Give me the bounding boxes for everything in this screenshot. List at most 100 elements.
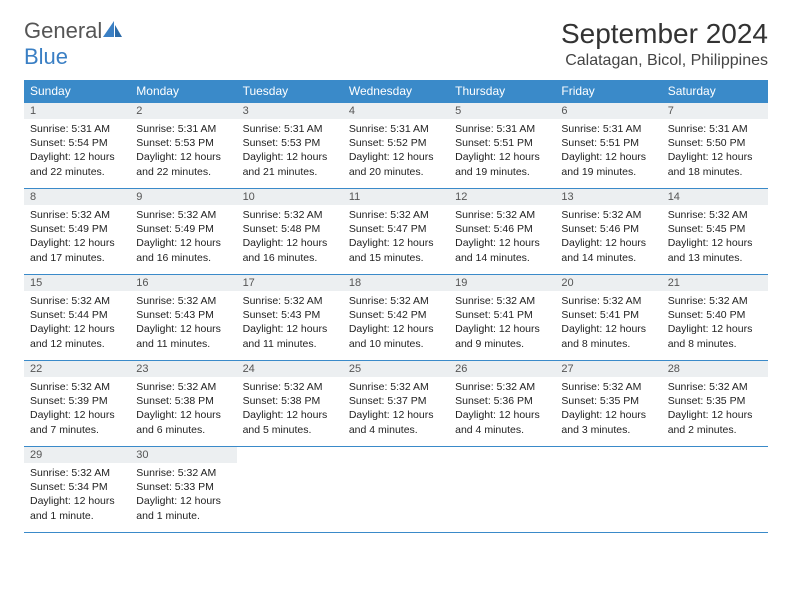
weekday-header: Sunday [24,80,130,103]
weekday-header: Friday [555,80,661,103]
daylight-text-1: Daylight: 12 hours [349,236,443,250]
day-info: Sunrise: 5:32 AMSunset: 5:46 PMDaylight:… [449,205,555,269]
day-info: Sunrise: 5:32 AMSunset: 5:41 PMDaylight:… [449,291,555,355]
day-info: Sunrise: 5:32 AMSunset: 5:35 PMDaylight:… [555,377,661,441]
calendar-day-cell: 20Sunrise: 5:32 AMSunset: 5:41 PMDayligh… [555,275,661,361]
sunrise-text: Sunrise: 5:32 AM [561,380,655,394]
calendar-day-cell: 18Sunrise: 5:32 AMSunset: 5:42 PMDayligh… [343,275,449,361]
weekday-header: Wednesday [343,80,449,103]
day-info: Sunrise: 5:32 AMSunset: 5:47 PMDaylight:… [343,205,449,269]
sunrise-text: Sunrise: 5:32 AM [455,380,549,394]
sunrise-text: Sunrise: 5:32 AM [30,466,124,480]
daylight-text-1: Daylight: 12 hours [668,236,762,250]
sunrise-text: Sunrise: 5:32 AM [561,208,655,222]
title-block: September 2024 Calatagan, Bicol, Philipp… [561,18,768,70]
day-number: 4 [343,103,449,119]
daylight-text-2: and 18 minutes. [668,165,762,179]
day-info: Sunrise: 5:32 AMSunset: 5:42 PMDaylight:… [343,291,449,355]
day-info: Sunrise: 5:32 AMSunset: 5:36 PMDaylight:… [449,377,555,441]
sunrise-text: Sunrise: 5:32 AM [349,208,443,222]
day-number: 11 [343,189,449,205]
day-number: 14 [662,189,768,205]
daylight-text-1: Daylight: 12 hours [136,408,230,422]
day-number: 7 [662,103,768,119]
sunrise-text: Sunrise: 5:32 AM [243,294,337,308]
daylight-text-1: Daylight: 12 hours [136,494,230,508]
calendar-day-cell: 12Sunrise: 5:32 AMSunset: 5:46 PMDayligh… [449,189,555,275]
day-info: Sunrise: 5:32 AMSunset: 5:38 PMDaylight:… [237,377,343,441]
sunset-text: Sunset: 5:38 PM [136,394,230,408]
calendar-day-cell: 9Sunrise: 5:32 AMSunset: 5:49 PMDaylight… [130,189,236,275]
day-number: 3 [237,103,343,119]
sunrise-text: Sunrise: 5:31 AM [561,122,655,136]
sunrise-text: Sunrise: 5:31 AM [349,122,443,136]
day-info: Sunrise: 5:31 AMSunset: 5:50 PMDaylight:… [662,119,768,183]
day-number: 10 [237,189,343,205]
day-info: Sunrise: 5:31 AMSunset: 5:51 PMDaylight:… [449,119,555,183]
day-info: Sunrise: 5:32 AMSunset: 5:49 PMDaylight:… [24,205,130,269]
sunset-text: Sunset: 5:35 PM [561,394,655,408]
logo-sail-icon [102,20,124,38]
weekday-header: Saturday [662,80,768,103]
day-info: Sunrise: 5:31 AMSunset: 5:52 PMDaylight:… [343,119,449,183]
day-number: 13 [555,189,661,205]
sunset-text: Sunset: 5:33 PM [136,480,230,494]
calendar-day-cell: 26Sunrise: 5:32 AMSunset: 5:36 PMDayligh… [449,361,555,447]
day-info: Sunrise: 5:32 AMSunset: 5:34 PMDaylight:… [24,463,130,527]
day-info: Sunrise: 5:31 AMSunset: 5:51 PMDaylight:… [555,119,661,183]
daylight-text-1: Daylight: 12 hours [136,322,230,336]
sunset-text: Sunset: 5:38 PM [243,394,337,408]
daylight-text-1: Daylight: 12 hours [561,408,655,422]
calendar-week-row: 29Sunrise: 5:32 AMSunset: 5:34 PMDayligh… [24,447,768,533]
calendar-day-cell: 14Sunrise: 5:32 AMSunset: 5:45 PMDayligh… [662,189,768,275]
daylight-text-2: and 1 minute. [30,509,124,523]
logo-word1: General [24,18,102,43]
sunrise-text: Sunrise: 5:32 AM [243,380,337,394]
sunset-text: Sunset: 5:51 PM [455,136,549,150]
daylight-text-1: Daylight: 12 hours [349,150,443,164]
sunset-text: Sunset: 5:52 PM [349,136,443,150]
day-info: Sunrise: 5:31 AMSunset: 5:54 PMDaylight:… [24,119,130,183]
calendar-day-cell: 24Sunrise: 5:32 AMSunset: 5:38 PMDayligh… [237,361,343,447]
sunrise-text: Sunrise: 5:32 AM [136,208,230,222]
calendar-day-cell: 25Sunrise: 5:32 AMSunset: 5:37 PMDayligh… [343,361,449,447]
daylight-text-1: Daylight: 12 hours [243,236,337,250]
sunrise-text: Sunrise: 5:32 AM [30,208,124,222]
daylight-text-2: and 4 minutes. [349,423,443,437]
weekday-header-row: SundayMondayTuesdayWednesdayThursdayFrid… [24,80,768,103]
day-number: 29 [24,447,130,463]
sunset-text: Sunset: 5:48 PM [243,222,337,236]
daylight-text-2: and 14 minutes. [561,251,655,265]
sunrise-text: Sunrise: 5:31 AM [30,122,124,136]
sunset-text: Sunset: 5:54 PM [30,136,124,150]
calendar-day-cell: 30Sunrise: 5:32 AMSunset: 5:33 PMDayligh… [130,447,236,533]
day-number: 9 [130,189,236,205]
calendar-day-cell: .. [662,447,768,533]
day-info: Sunrise: 5:32 AMSunset: 5:40 PMDaylight:… [662,291,768,355]
day-number: 30 [130,447,236,463]
logo-word2: Blue [24,44,68,69]
calendar-table: SundayMondayTuesdayWednesdayThursdayFrid… [24,80,768,533]
daylight-text-2: and 16 minutes. [243,251,337,265]
sunset-text: Sunset: 5:49 PM [30,222,124,236]
weekday-header: Thursday [449,80,555,103]
daylight-text-2: and 1 minute. [136,509,230,523]
sunset-text: Sunset: 5:51 PM [561,136,655,150]
sunset-text: Sunset: 5:47 PM [349,222,443,236]
sunset-text: Sunset: 5:46 PM [561,222,655,236]
calendar-day-cell: 22Sunrise: 5:32 AMSunset: 5:39 PMDayligh… [24,361,130,447]
calendar-day-cell: 16Sunrise: 5:32 AMSunset: 5:43 PMDayligh… [130,275,236,361]
day-number: 26 [449,361,555,377]
sunrise-text: Sunrise: 5:31 AM [455,122,549,136]
sunset-text: Sunset: 5:45 PM [668,222,762,236]
day-number: 8 [24,189,130,205]
calendar-day-cell: 17Sunrise: 5:32 AMSunset: 5:43 PMDayligh… [237,275,343,361]
daylight-text-2: and 13 minutes. [668,251,762,265]
sunset-text: Sunset: 5:42 PM [349,308,443,322]
sunrise-text: Sunrise: 5:31 AM [136,122,230,136]
logo: General Blue [24,18,124,70]
daylight-text-2: and 19 minutes. [561,165,655,179]
sunset-text: Sunset: 5:36 PM [455,394,549,408]
day-info: Sunrise: 5:32 AMSunset: 5:41 PMDaylight:… [555,291,661,355]
daylight-text-2: and 12 minutes. [30,337,124,351]
